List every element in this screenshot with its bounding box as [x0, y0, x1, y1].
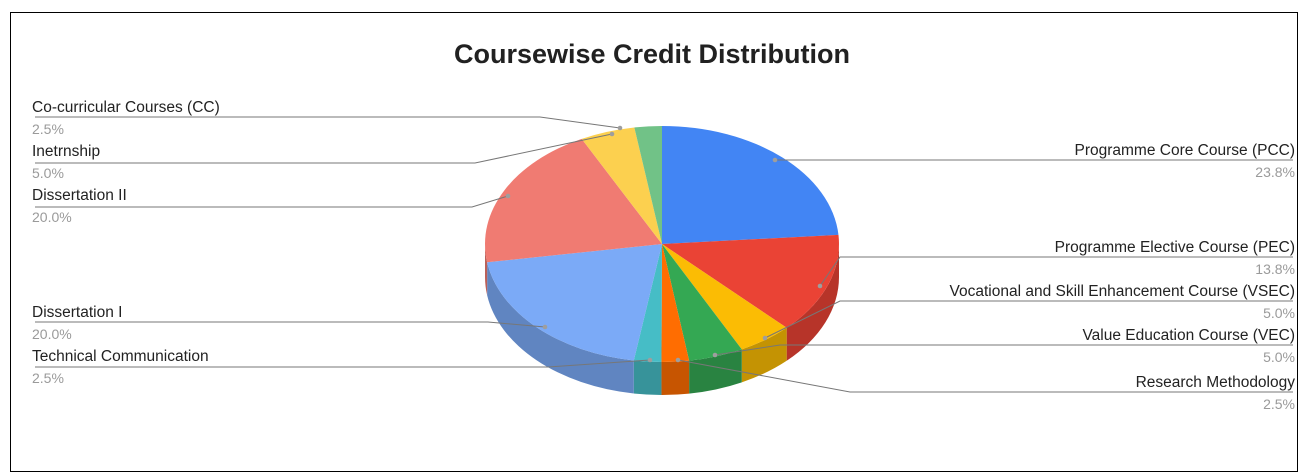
pie-slice[interactable] — [487, 244, 662, 361]
pie-slice[interactable] — [634, 126, 662, 244]
chart-title: Coursewise Credit Distribution — [453, 39, 851, 69]
pie-slice-side — [487, 262, 634, 394]
leader-line — [764, 300, 1293, 339]
slice-label: Programme Elective Course (PEC) — [1055, 239, 1295, 256]
slice-percent: 5.0% — [32, 165, 64, 181]
pie-slice-side — [741, 327, 787, 383]
pie-slice[interactable] — [662, 234, 839, 328]
slice-percent: 20.0% — [32, 209, 72, 225]
leader-line — [819, 256, 1293, 287]
pie-slice-side — [633, 360, 662, 395]
leader-dot — [772, 157, 778, 163]
leader-dot — [617, 125, 623, 131]
leader-dot — [762, 335, 768, 341]
slice-label: Dissertation II — [32, 187, 127, 204]
leader-line — [35, 133, 613, 164]
pie-slice[interactable] — [662, 244, 742, 361]
slice-percent: 2.5% — [32, 121, 64, 137]
slice-percent: 13.8% — [1255, 261, 1295, 277]
slice-label: Co-curricular Courses (CC) — [32, 99, 220, 116]
leader-dot — [505, 193, 511, 199]
slice-percent: 20.0% — [32, 326, 72, 342]
slice-label: Technical Communication — [32, 348, 209, 365]
slice-percent: 2.5% — [1263, 396, 1295, 412]
slice-label: Inetrnship — [32, 143, 100, 160]
pie-slice-side — [485, 244, 488, 296]
leader-line — [714, 344, 1293, 356]
slice-percent: 5.0% — [1263, 349, 1295, 365]
slice-label: Research Methodology — [1136, 374, 1296, 391]
pie-slice[interactable] — [485, 138, 662, 263]
slice-percent: 5.0% — [1263, 305, 1295, 321]
slice-label: Dissertation I — [32, 304, 122, 321]
leader-dot — [647, 357, 653, 363]
pie-slice[interactable] — [662, 244, 787, 350]
pie-slice-side — [689, 349, 742, 394]
pie-slices — [485, 126, 839, 362]
leader-line — [35, 195, 509, 208]
leader-line — [677, 359, 1293, 393]
slice-percent: 23.8% — [1255, 164, 1295, 180]
pie-slice[interactable] — [633, 244, 662, 362]
pie-slice-side — [786, 244, 839, 361]
slice-labels: Programme Core Course (PCC) 23.8% Programm… — [32, 99, 1295, 412]
pie-slice[interactable] — [661, 244, 690, 362]
leader-line — [35, 116, 621, 129]
leader-dot — [675, 357, 681, 363]
slice-label: Vocational and Skill Enhancement Course … — [950, 283, 1296, 300]
pie-sides — [485, 244, 839, 395]
leader-dot — [712, 352, 718, 358]
slice-percent: 2.5% — [32, 370, 64, 386]
pie-chart: Programme Core Course (PCC) 23.8% Programm… — [32, 99, 1295, 412]
pie-slice[interactable] — [581, 127, 662, 244]
pie-slice-side — [661, 360, 690, 395]
leader-lines — [35, 116, 1293, 393]
slice-label: Programme Core Course (PCC) — [1075, 142, 1296, 159]
slice-label: Value Education Course (VEC) — [1082, 327, 1295, 344]
leader-line — [35, 321, 546, 328]
leader-dot — [609, 131, 615, 137]
leader-dot — [542, 324, 548, 330]
pie-slice[interactable] — [662, 126, 839, 244]
leader-line — [35, 359, 651, 368]
leader-dot — [817, 283, 823, 289]
